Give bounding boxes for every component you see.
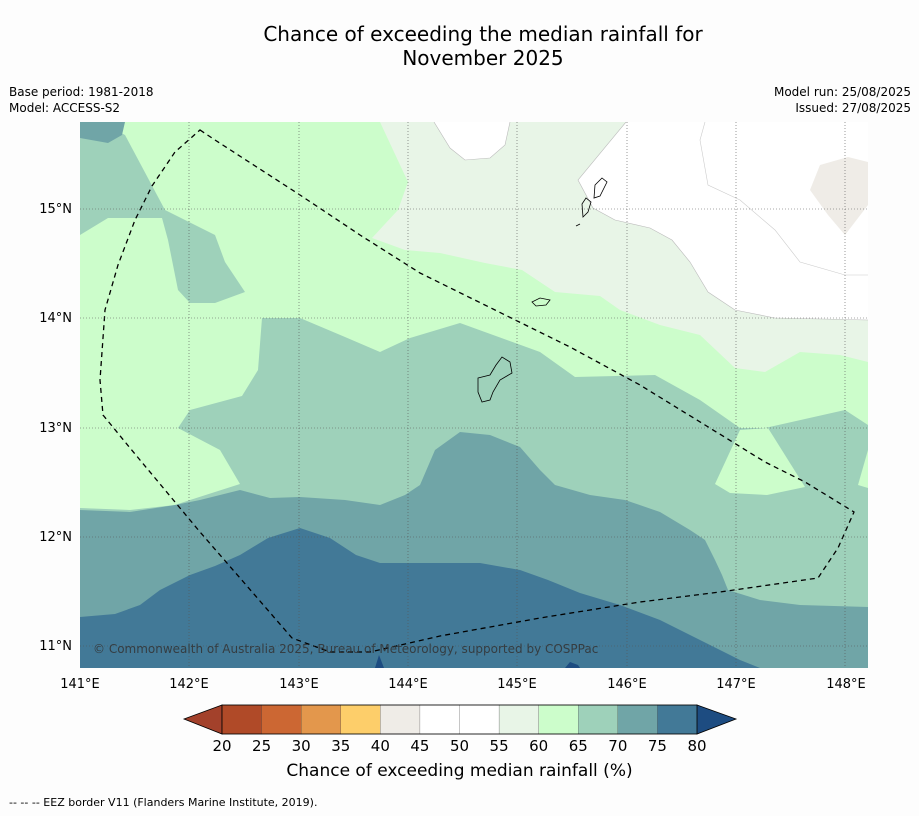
rota-outline [531,297,551,307]
y-tick-label: 14°N [39,311,72,326]
model-run: Model run: 25/08/2025 [773,85,911,99]
gridlines [80,122,868,668]
x-tick-label: 143°E [279,677,319,692]
model-name: Model: ACCESS-S2 [9,101,121,115]
colorbar-under-arrow [182,704,223,735]
x-tick-label: 146°E [607,677,647,692]
colorbar-tick-label: 20 [212,737,231,755]
colorbar-tick-label: 50 [450,737,469,755]
colorbar-tick-label: 65 [569,737,588,755]
eez-border [99,129,855,653]
title-line-1: Chance of exceeding the median rainfall … [263,22,703,46]
colorbar-bin [578,704,619,735]
x-tick-label: 141°E [60,677,100,692]
colorbar-tick-label: 70 [608,737,627,755]
contour-60-65-edge [858,450,868,488]
colorbar-bin [419,704,460,735]
title-line-2: November 2025 [402,46,564,70]
contour-fills [80,122,868,668]
contour-75-80 [80,528,760,668]
colorbar-tick-label: 25 [252,737,271,755]
islands [477,177,608,403]
meta-left: Base period: 1981-2018 Model: ACCESS-S2 [9,84,154,116]
colorbar-bin [498,704,540,735]
meta-right: Model run: 25/08/2025 Issued: 27/08/2025 [774,84,911,116]
colorbar-bin [301,704,342,735]
issued-date: Issued: 27/08/2025 [795,101,911,115]
saipan-outline [593,177,608,199]
colorbar-tick-label: 80 [687,737,706,755]
contour-over-80-b [565,662,580,668]
colorbar-tick-label: 40 [371,737,390,755]
x-tick-label: 142°E [169,677,209,692]
colorbar-bin [538,704,579,735]
y-tick-label: 15°N [39,202,72,217]
colorbar-label: Chance of exceeding median rainfall (%) [286,761,633,781]
rainfall-map: 141°E 142°E 143°E 144°E 145°E 146°E 147°… [39,122,868,755]
contour-50-55 [434,122,868,320]
guam-outline [477,356,513,403]
colorbar-tick-label: 55 [490,737,509,755]
axis-labels: 141°E 142°E 143°E 144°E 145°E 146°E 147°… [39,202,866,692]
map-title: Chance of exceeding the median rainfall … [0,22,919,70]
contour-over-80 [375,655,384,668]
colorbar-bin [380,704,421,735]
contour-70-75-nw [80,122,125,143]
colorbar-tick-label: 60 [529,737,548,755]
x-tick-label: 148°E [826,677,866,692]
base-period: Base period: 1981-2018 [9,85,154,99]
colorbar-tick-label: 30 [292,737,311,755]
colorbar-bin [617,704,658,735]
colorbar-tick-label: 75 [648,737,667,755]
copyright-notice: © Commonwealth of Australia 2025, Bureau… [93,642,598,656]
colorbar-bin [459,704,500,735]
x-tick-label: 144°E [388,677,428,692]
eez-footnote: -- -- -- EEZ border V11 (Flanders Marine… [9,796,318,809]
colorbar-bin [657,704,698,735]
aguijan-outline [575,223,581,227]
x-tick-label: 147°E [716,677,756,692]
contour-40-45 [810,157,868,235]
colorbar-tick-label: 35 [331,737,350,755]
tinian-outline [581,197,592,218]
colorbar-bin [221,704,263,735]
y-tick-label: 13°N [39,421,72,436]
colorbar-bin [340,704,381,735]
y-tick-label: 12°N [39,530,72,545]
x-tick-label: 145°E [497,677,537,692]
colorbar: 20 25 30 35 40 45 50 55 60 65 70 75 80 [182,704,738,755]
colorbar-over-arrow [696,704,738,735]
y-tick-label: 11°N [39,639,72,654]
colorbar-bin [261,704,302,735]
contour-50-55-north [434,122,510,160]
colorbar-tick-label: 45 [410,737,429,755]
